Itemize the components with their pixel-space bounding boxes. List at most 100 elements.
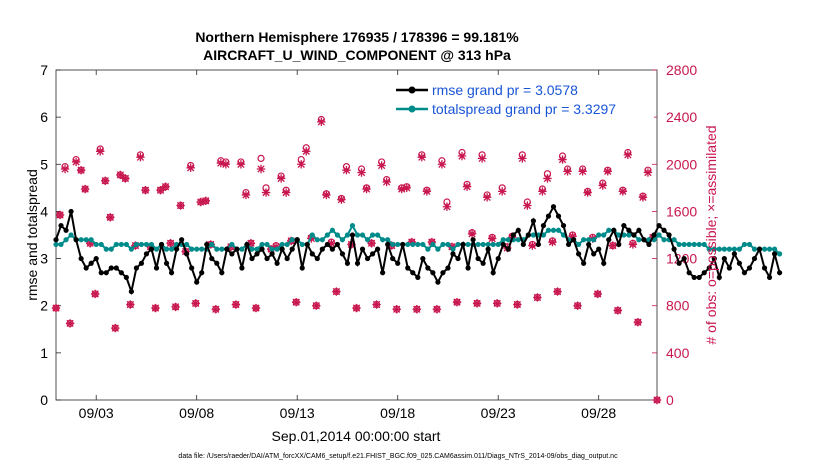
totalspread-point — [495, 241, 501, 248]
legend-rmse-label: rmse grand pr = 3.0578 — [432, 82, 578, 98]
totalspread-point — [726, 246, 732, 252]
rmse-point — [375, 246, 381, 252]
totalspread-point — [410, 241, 416, 248]
y-axis-label: rmse and totalspread — [24, 169, 40, 301]
rmse-point — [626, 227, 632, 233]
legend-spread-marker — [408, 105, 416, 113]
rmse-point — [596, 246, 602, 252]
obs-assimilated-point — [231, 300, 241, 309]
chart-title-line2: AIRCRAFT_U_WIND_COMPONENT @ 313 hPa — [203, 47, 511, 63]
obs-assimilated-point — [652, 395, 662, 405]
obs-assimilated-point — [291, 297, 301, 307]
totalspread-point — [771, 246, 778, 252]
totalspread-point — [515, 237, 521, 243]
rmse-point — [153, 265, 160, 271]
rmse-point — [535, 241, 542, 248]
obs-assimilated-point — [51, 303, 61, 313]
rmse-point — [174, 246, 180, 252]
rmse-point — [691, 274, 697, 281]
legend-box — [392, 78, 654, 118]
rmse-point — [204, 241, 210, 248]
rmse-point — [606, 237, 612, 243]
totalspread-point — [329, 227, 335, 233]
y-right-tick-label: 2000 — [666, 156, 697, 172]
rmse-point — [736, 260, 743, 266]
rmse-point — [465, 265, 471, 271]
y-right-tick-label: 400 — [666, 345, 690, 361]
obs-assimilated-point — [523, 201, 532, 210]
totalspread-point — [199, 246, 205, 252]
totalspread-point — [284, 241, 290, 248]
totalspread-point — [239, 246, 245, 252]
obs-assimilated-point — [96, 147, 105, 156]
totalspread-point — [58, 241, 64, 248]
totalspread-point — [706, 246, 712, 252]
totalspread-point — [324, 232, 330, 238]
totalspread-point — [455, 241, 461, 248]
rmse-point — [756, 246, 763, 252]
rmse-point — [184, 251, 190, 257]
rmse-point — [73, 237, 79, 243]
totalspread-point — [490, 241, 496, 248]
totalspread-point — [656, 232, 662, 238]
rmse-point — [445, 265, 451, 271]
rmse-point — [450, 251, 456, 257]
totalspread-point — [751, 246, 758, 252]
totalspread-point — [716, 246, 722, 252]
obs-assimilated-point — [261, 188, 271, 197]
rmse-point — [440, 270, 446, 276]
totalspread-point — [264, 241, 270, 248]
obs-assimilated-point — [281, 188, 291, 197]
obs-assimilated-point — [493, 299, 502, 308]
totalspread-point — [681, 241, 687, 248]
totalspread-point — [194, 246, 200, 252]
totalspread-point — [153, 246, 160, 252]
obs-assimilated-point — [327, 239, 336, 248]
rmse-point — [269, 251, 275, 257]
rmse-point — [485, 246, 491, 252]
rmse-point — [651, 232, 657, 238]
obs-assimilated-point — [568, 231, 577, 241]
totalspread-point — [339, 237, 346, 243]
totalspread-point — [364, 237, 371, 243]
totalspread-point — [168, 246, 175, 252]
totalspread-point — [68, 232, 74, 238]
totalspread-point — [189, 246, 195, 252]
obs-assimilated-point — [477, 154, 487, 163]
obs-assimilated-point — [151, 303, 160, 313]
x-tick-label: 09/18 — [380, 405, 415, 421]
rmse-point — [194, 279, 200, 285]
rmse-point — [369, 251, 376, 257]
rmse-point — [304, 241, 310, 248]
totalspread-point — [289, 237, 295, 243]
y-right-tick-label: 1600 — [666, 203, 697, 219]
totalspread-point — [450, 246, 456, 252]
rmse-point — [53, 237, 59, 243]
obs-assimilated-point — [176, 201, 185, 210]
totalspread-point — [395, 241, 401, 248]
totalspread-point — [354, 232, 361, 238]
totalspread-point — [259, 241, 265, 248]
rmse-point — [555, 213, 562, 219]
rmse-point — [671, 246, 677, 252]
totalspread-point — [676, 241, 682, 248]
rmse-point — [133, 265, 140, 271]
rmse-point — [616, 241, 622, 248]
obs-assimilated-point — [513, 300, 522, 309]
rmse-point — [209, 255, 215, 262]
rmse-point — [711, 255, 717, 262]
chart-title-line1: Northern Hemisphere 176935 / 178396 = 99… — [195, 29, 519, 45]
rmse-point — [701, 270, 707, 276]
obs-assimilated-point — [211, 305, 220, 314]
rmse-point — [103, 270, 109, 276]
y-tick-label: 0 — [40, 392, 48, 408]
rmse-point — [686, 270, 692, 276]
rmse-point — [510, 232, 516, 238]
rmse-point — [520, 241, 526, 248]
obs-assimilated-point — [332, 287, 341, 296]
rmse-point — [189, 265, 195, 271]
obs-assimilated-point — [618, 187, 628, 196]
rmse-point — [214, 260, 220, 266]
y-tick-label: 7 — [40, 62, 48, 78]
rmse-point — [239, 265, 245, 271]
